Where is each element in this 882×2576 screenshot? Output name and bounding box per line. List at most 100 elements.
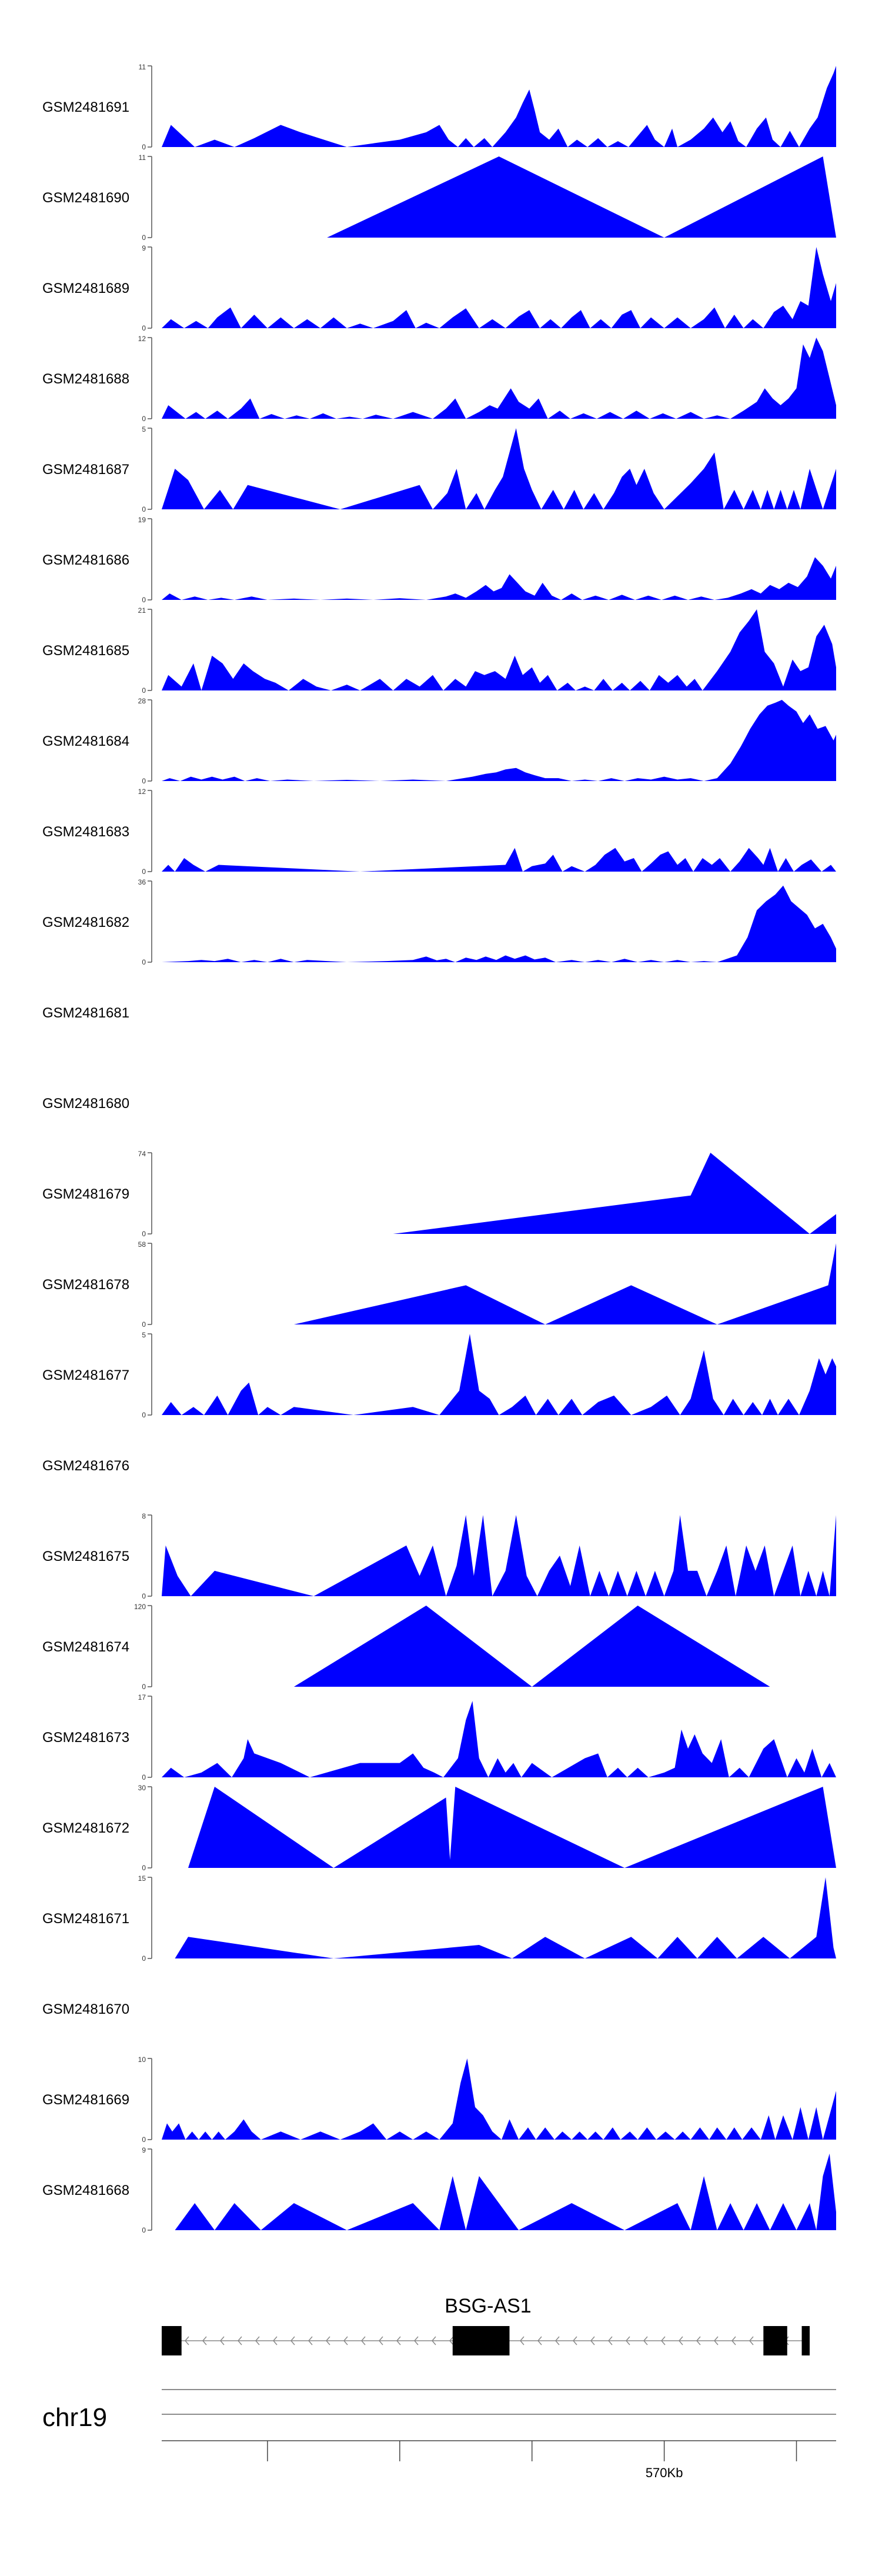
track-label: GSM2481680 <box>42 1096 129 1112</box>
track-label: GSM2481672 <box>42 1820 129 1836</box>
strand-arrow <box>696 2336 701 2345</box>
strand-arrow <box>396 2336 401 2345</box>
track: GSM2481669 10 0 <box>42 2056 836 2144</box>
y-axis-max-label: 36 <box>138 878 146 886</box>
strand-arrow <box>432 2336 436 2345</box>
gene-annotation: BSG-AS1 <box>162 2295 810 2355</box>
x-axis-tick-label: 570Kb <box>646 2465 683 2480</box>
y-axis-min-label: 0 <box>142 233 146 242</box>
gene-exon <box>452 2326 510 2355</box>
track-label: GSM2481676 <box>42 1458 129 1474</box>
strand-arrow <box>573 2336 577 2345</box>
track-label: GSM2481670 <box>42 2001 129 2017</box>
gene-exon <box>763 2326 787 2355</box>
track: GSM2481672 30 0 <box>42 1784 836 1872</box>
track-label: GSM2481687 <box>42 462 129 478</box>
track: GSM2481682 36 0 <box>42 878 836 966</box>
strand-arrow <box>679 2336 683 2345</box>
coverage-area <box>162 1701 836 1777</box>
track-label: GSM2481678 <box>42 1277 129 1293</box>
coverage-area <box>162 428 836 509</box>
y-axis-max-label: 12 <box>138 788 146 796</box>
coverage-area <box>162 2058 836 2140</box>
track-label: GSM2481682 <box>42 915 129 930</box>
coverage-area <box>175 2149 836 2230</box>
strand-arrow <box>361 2336 366 2345</box>
strand-arrow <box>449 2336 454 2345</box>
y-axis-max-label: 11 <box>139 154 146 162</box>
strand-arrow <box>749 2336 754 2345</box>
y-axis-min-label: 0 <box>142 1683 146 1691</box>
tracks-layer: GSM2481691110GSM2481690110GSM248168990GS… <box>42 63 836 2234</box>
coverage-area <box>293 1243 836 1324</box>
y-axis-min-label: 0 <box>142 958 146 966</box>
y-axis-min-label: 0 <box>142 415 146 423</box>
track: GSM2481671 15 0 <box>42 1874 836 1963</box>
strand-arrow <box>537 2336 542 2345</box>
track: GSM2481685 21 0 <box>42 606 836 695</box>
track-label: GSM2481689 <box>42 281 129 296</box>
y-axis-min-label: 0 <box>142 596 146 604</box>
coverage-area <box>162 881 836 962</box>
strand-arrow <box>343 2336 348 2345</box>
y-axis-min-label: 0 <box>142 1864 146 1872</box>
coverage-area <box>175 1877 836 1958</box>
y-axis-min-label: 0 <box>142 777 146 785</box>
y-axis-max-label: 19 <box>138 516 146 524</box>
strand-arrow <box>220 2336 225 2345</box>
coverage-area <box>162 1334 836 1415</box>
y-axis-max-label: 9 <box>142 2146 146 2154</box>
strand-arrow <box>308 2336 313 2345</box>
strand-arrow <box>608 2336 613 2345</box>
track: GSM2481689 9 0 <box>42 244 836 332</box>
coverage-area <box>162 519 836 600</box>
y-axis-min-label: 0 <box>142 1954 146 1963</box>
track: GSM2481688 12 0 <box>42 335 836 423</box>
y-axis-max-label: 21 <box>138 606 146 615</box>
track-label: GSM2481674 <box>42 1639 129 1655</box>
y-axis-max-label: 28 <box>138 697 146 705</box>
y-axis-min-label: 0 <box>142 2226 146 2234</box>
track: GSM2481686 19 0 <box>42 516 836 604</box>
track: GSM2481691 11 0 <box>42 63 836 151</box>
y-axis-max-label: 15 <box>138 1874 146 1883</box>
y-axis-min-label: 0 <box>142 143 146 151</box>
strand-arrow <box>414 2336 419 2345</box>
strand-arrow <box>255 2336 260 2345</box>
strand-arrow <box>590 2336 595 2345</box>
strand-arrow <box>202 2336 207 2345</box>
track: GSM2481674 120 0 <box>42 1603 770 1691</box>
chromosome-label: chr19 <box>42 2403 107 2432</box>
y-axis-max-label: 17 <box>138 1693 146 1701</box>
coverage-area <box>162 1515 836 1596</box>
track-label: GSM2481686 <box>42 552 129 568</box>
y-axis-max-label: 74 <box>138 1150 146 1158</box>
gene-exon <box>801 2326 810 2355</box>
track-label: GSM2481685 <box>42 643 129 659</box>
strand-arrow <box>520 2336 524 2345</box>
strand-arrow <box>555 2336 560 2345</box>
y-axis-max-label: 5 <box>142 1331 146 1339</box>
track-label: GSM2481668 <box>42 2183 129 2198</box>
y-axis-max-label: 9 <box>142 244 146 252</box>
y-axis-max-label: 120 <box>134 1603 146 1611</box>
coverage-area <box>393 1153 836 1234</box>
track: GSM2481673 17 0 <box>42 1693 836 1781</box>
track: GSM2481670 <box>42 2001 129 2017</box>
y-axis-min-label: 0 <box>142 1773 146 1781</box>
strand-arrow <box>185 2336 189 2345</box>
y-axis-min-label: 0 <box>142 1230 146 1238</box>
track-label: GSM2481683 <box>42 824 129 840</box>
strand-arrow <box>714 2336 719 2345</box>
gene-exon <box>162 2326 182 2355</box>
coverage-area <box>162 845 836 872</box>
y-axis-min-label: 0 <box>142 1320 146 1329</box>
y-axis-min-label: 0 <box>142 505 146 513</box>
track: GSM2481676 <box>42 1458 129 1474</box>
track: GSM2481675 8 0 <box>42 1512 836 1600</box>
strand-arrow <box>643 2336 648 2345</box>
coverage-area <box>162 700 836 781</box>
track: GSM2481683 12 0 <box>42 788 836 876</box>
strand-arrow <box>326 2336 330 2345</box>
